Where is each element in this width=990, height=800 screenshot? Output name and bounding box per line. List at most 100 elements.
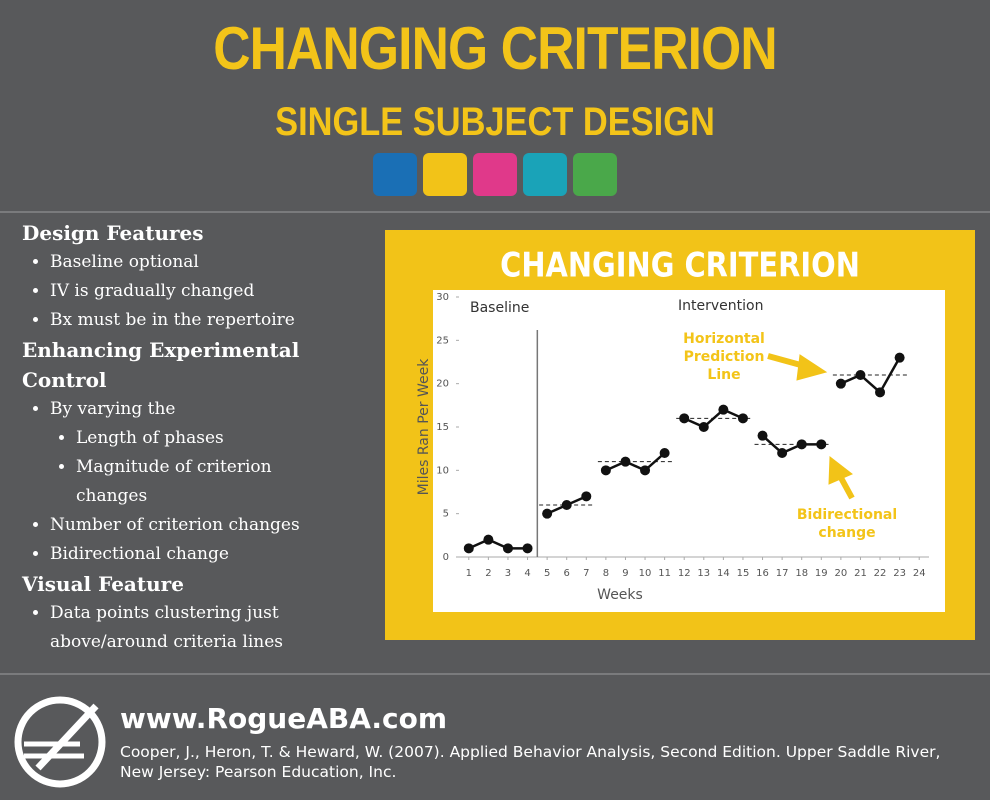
x-tick-label: 18	[795, 568, 808, 579]
data-point	[777, 448, 788, 458]
data-point	[718, 404, 729, 415]
x-axis-label: Weeks	[597, 587, 643, 603]
phase-label: Intervention	[678, 298, 763, 314]
citation: Cooper, J., Heron, T. & Heward, W. (2007…	[120, 743, 941, 781]
data-point	[835, 378, 846, 389]
list-item: Data points clustering just above/around…	[50, 599, 320, 657]
data-point	[679, 413, 690, 424]
tile	[523, 153, 567, 196]
section-heading: Enhancing Experimental Control	[22, 338, 300, 392]
logo-arrow	[35, 703, 99, 771]
data-point	[463, 543, 474, 554]
list-item: Number of criterion changes	[50, 511, 362, 540]
x-tick-label: 17	[776, 568, 789, 579]
data-point	[757, 430, 768, 441]
data-point	[737, 413, 748, 424]
data-point	[483, 534, 494, 545]
list-item: By varying the Length of phases Magnitud…	[50, 395, 362, 511]
y-tick-label: 20	[436, 379, 449, 390]
y-tick-label: 25	[436, 335, 449, 346]
x-tick-label: 11	[658, 568, 671, 579]
x-tick-label: 8	[603, 568, 609, 579]
y-tick-label: 5	[443, 509, 449, 520]
x-tick-label: 24	[913, 568, 926, 579]
x-tick-label: 12	[678, 568, 691, 579]
x-tick-label: 23	[893, 568, 906, 579]
y-tick-label: 10	[436, 465, 449, 476]
x-tick-label: 20	[835, 568, 848, 579]
data-line	[840, 357, 901, 395]
website: www.RogueABA.com	[120, 702, 448, 735]
data-point	[542, 508, 553, 519]
x-tick-label: 14	[717, 568, 730, 579]
data-point	[581, 491, 592, 502]
plot-bg	[433, 290, 945, 612]
y-tick-label: 0	[443, 552, 449, 563]
x-tick-label: 6	[564, 568, 570, 579]
tile	[573, 153, 617, 196]
x-tick-label: 22	[874, 568, 887, 579]
tile	[373, 153, 417, 196]
sub-item: Magnitude of criterion changes	[76, 453, 306, 511]
x-tick-label: 19	[815, 568, 828, 579]
chart-title: CHANGING CRITERION	[500, 247, 860, 286]
tile	[423, 153, 467, 196]
arrow	[837, 474, 855, 500]
data-point	[620, 456, 631, 467]
x-tick-label: 1	[466, 568, 472, 579]
x-tick-label: 9	[622, 568, 628, 579]
arrowhead	[828, 456, 853, 485]
list-item: IV is gradually changed	[50, 277, 362, 306]
data-point	[522, 543, 533, 554]
x-tick-label: 13	[697, 568, 710, 579]
data-point	[659, 448, 670, 458]
data-line	[605, 452, 666, 472]
data-point	[561, 500, 572, 510]
section-heading: Visual Feature	[22, 572, 184, 596]
list: By varying the Length of phases Magnitud…	[22, 395, 362, 569]
x-tick-label: 21	[854, 568, 867, 579]
data-point	[600, 465, 611, 476]
x-tick-label: 10	[639, 568, 652, 579]
title: CHANGING CRITERION	[213, 15, 777, 82]
x-tick-label: 3	[505, 568, 511, 579]
sublist: Length of phases Magnitude of criterion …	[50, 424, 362, 511]
list-item: Bx must be in the repertoire	[50, 306, 362, 335]
y-axis-label: Miles Ran Per Week	[416, 358, 432, 496]
data-point	[640, 465, 651, 476]
logo-ring	[14, 696, 106, 788]
logo	[14, 696, 106, 788]
annotation: Horizontal Prediction Line	[683, 331, 765, 383]
data-line	[683, 408, 744, 429]
arrows	[767, 353, 855, 500]
x-tick-label: 7	[583, 568, 589, 579]
list: Data points clustering just above/around…	[22, 599, 362, 657]
tile	[473, 153, 517, 196]
data-point	[796, 439, 807, 450]
y-tick-label: 15	[436, 422, 449, 433]
x-tick-label: 2	[485, 568, 491, 579]
list-item: Bidirectional change	[50, 540, 362, 569]
x-tick-label: 5	[544, 568, 550, 579]
list-item: Baseline optional	[50, 248, 362, 277]
phase-label: Baseline	[470, 300, 529, 316]
annotation: Bidirectional change	[796, 507, 898, 541]
data-point	[894, 352, 905, 363]
data-point	[855, 370, 866, 380]
arrowhead	[796, 354, 828, 381]
data-point	[875, 387, 886, 398]
x-tick-label: 15	[737, 568, 750, 579]
item-text: By varying the	[50, 399, 176, 419]
section-heading: Design Features	[22, 221, 204, 245]
x-tick-label: 16	[756, 568, 769, 579]
data-point	[698, 422, 709, 432]
sub-item: Length of phases	[76, 424, 362, 453]
feature-list: Design Features Baseline optional IV is …	[22, 218, 362, 657]
subtitle: SINGLE SUBJECT DESIGN	[275, 100, 715, 144]
data-line	[468, 538, 528, 550]
data-line	[761, 434, 822, 455]
list: Baseline optional IV is gradually change…	[22, 248, 362, 335]
data-point	[502, 543, 513, 554]
